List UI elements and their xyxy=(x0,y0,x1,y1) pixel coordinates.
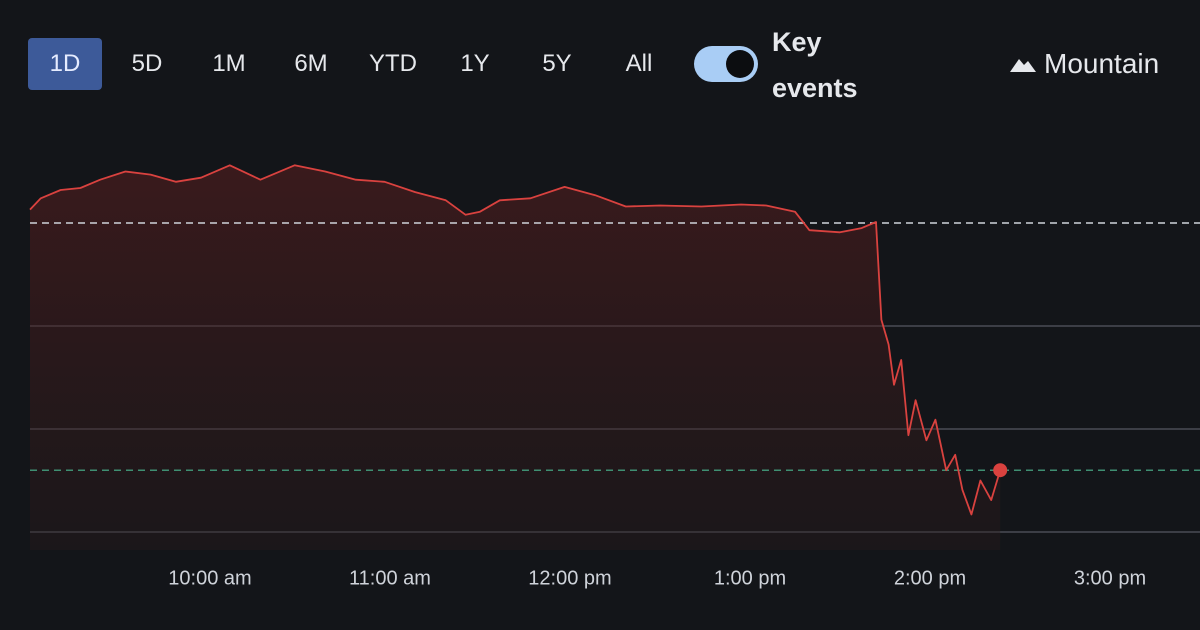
toggle-knob xyxy=(726,50,754,78)
toggle-label: Key events xyxy=(772,27,858,103)
range-button[interactable]: 5D xyxy=(131,50,163,77)
chart-style-label: Mountain xyxy=(1044,48,1160,79)
range-button[interactable]: YTD xyxy=(369,50,417,77)
toolbar: 1D 5D 1M 6M YTD 1Y 5Y All Key events xyxy=(28,27,882,103)
x-tick-label: 11:00 am xyxy=(349,567,431,589)
area xyxy=(30,165,1001,551)
last-point xyxy=(993,463,1008,478)
x-tick-label: 2:00 pm xyxy=(894,567,966,589)
range-button[interactable]: 6M xyxy=(294,50,328,77)
key-events-toggle[interactable] xyxy=(694,46,758,82)
x-tick-label: 10:00 am xyxy=(168,567,251,589)
price-line xyxy=(29,164,1002,516)
range-button[interactable]: 1Y xyxy=(460,50,490,77)
x-tick-label: 12:00 pm xyxy=(528,567,611,589)
x-tick-label: 1:00 pm xyxy=(714,567,786,589)
x-tick-label: 3:00 pm xyxy=(1074,567,1146,589)
mountain-icon xyxy=(1010,59,1036,72)
range-button[interactable]: All xyxy=(625,50,653,77)
range-button[interactable]: 1M xyxy=(212,50,246,77)
chart-style-menu[interactable]: Mountain xyxy=(1010,48,1159,80)
range-button[interactable]: 1D xyxy=(28,38,102,90)
range-button[interactable]: 5Y xyxy=(542,50,572,77)
